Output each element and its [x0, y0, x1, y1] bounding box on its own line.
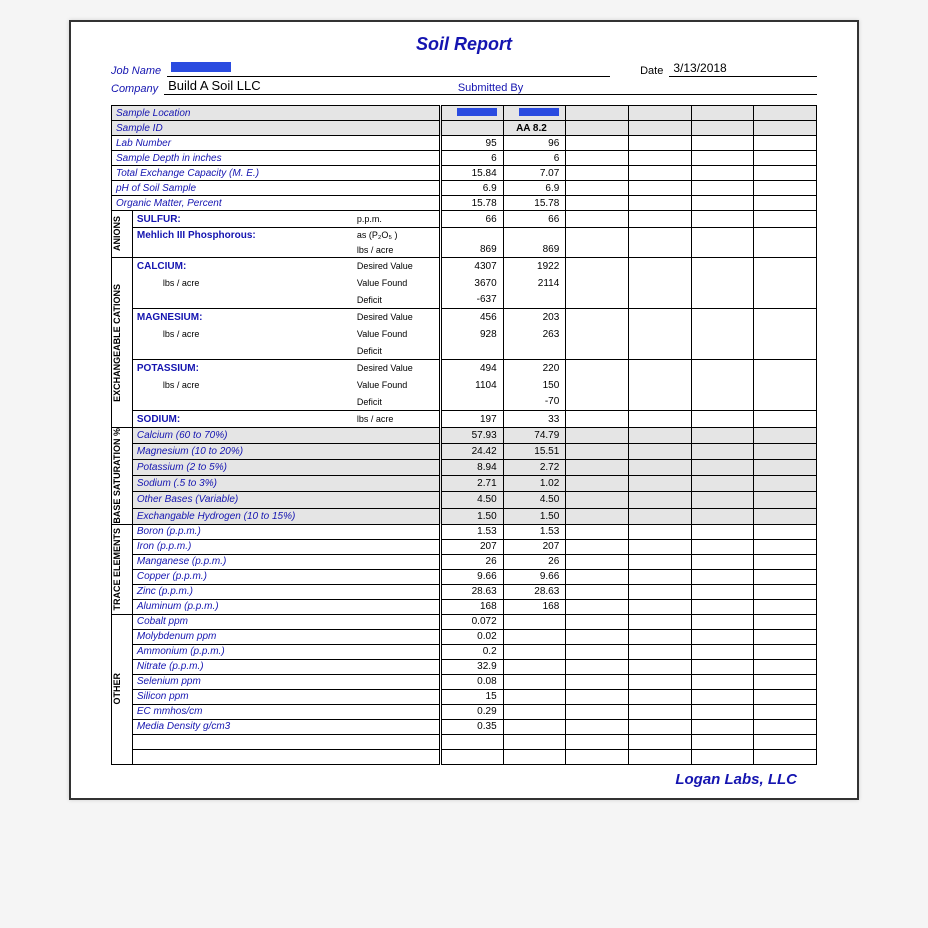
ph-1: 6.9	[440, 181, 503, 196]
date-field: 3/13/2018	[669, 63, 817, 77]
job-name-field	[167, 63, 610, 77]
ph-label: pH of Soil Sample	[112, 181, 441, 196]
om-2: 15.78	[503, 196, 566, 211]
lab-footer: Logan Labs, LLC	[111, 771, 817, 788]
depth-1: 6	[440, 151, 503, 166]
header-row-2: Company Build A Soil LLC Submitted By	[111, 81, 817, 95]
submitted-by-label: Submitted By	[458, 82, 523, 94]
depth-2: 6	[503, 151, 566, 166]
redacted-block	[171, 62, 231, 72]
section-other: OTHER	[112, 614, 133, 764]
tec-label: Total Exchange Capacity (M. E.)	[112, 166, 441, 181]
sample-location-label: Sample Location	[112, 106, 441, 121]
company-label: Company	[111, 83, 158, 95]
lab-number-2: 96	[503, 136, 566, 151]
tec-2: 7.07	[503, 166, 566, 181]
soil-report-table: Sample Location Sample ID AA 8.2 Lab Num…	[111, 105, 817, 765]
job-name-label: Job Name	[111, 65, 161, 77]
sample-id-label: Sample ID	[112, 121, 441, 136]
report-title: Soil Report	[111, 34, 817, 55]
section-cations: EXCHANGEABLE CATIONS	[112, 258, 133, 428]
tec-1: 15.84	[440, 166, 503, 181]
redact-cell	[440, 106, 503, 121]
om-1: 15.78	[440, 196, 503, 211]
ph-2: 6.9	[503, 181, 566, 196]
company-field: Build A Soil LLC Submitted By	[164, 81, 817, 95]
lab-number-1: 95	[440, 136, 503, 151]
report-page: Soil Report Job Name Date 3/13/2018 Comp…	[69, 20, 859, 800]
mehlich-label: Mehlich III Phosphorous:	[132, 228, 357, 243]
date-label: Date	[640, 65, 663, 77]
lab-number-label: Lab Number	[112, 136, 441, 151]
section-basesat: BASE SATURATION %	[112, 428, 133, 525]
depth-label: Sample Depth in inches	[112, 151, 441, 166]
section-anions: ANIONS	[112, 211, 133, 258]
redact-cell-2	[503, 106, 566, 121]
sample-id-b: AA 8.2	[503, 121, 566, 136]
sulfur-label: SULFUR:	[132, 211, 357, 228]
header-row-1: Job Name Date 3/13/2018	[111, 63, 817, 77]
section-trace: TRACE ELEMENTS	[112, 524, 133, 614]
om-label: Organic Matter, Percent	[112, 196, 441, 211]
